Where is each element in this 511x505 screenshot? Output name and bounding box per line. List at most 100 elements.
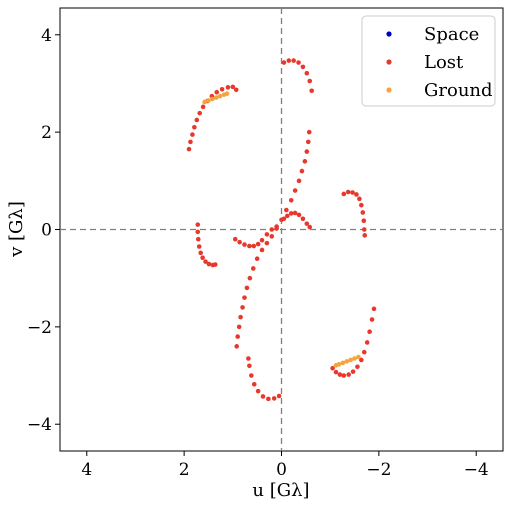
lost-point — [364, 340, 370, 345]
lost-point — [288, 211, 294, 216]
lost-point — [350, 369, 356, 374]
lost-point — [206, 261, 212, 267]
y-tick-label: −4 — [27, 415, 52, 435]
lost-point — [337, 372, 343, 377]
lost-point — [190, 132, 195, 137]
lost-point — [225, 85, 231, 90]
lost-point — [284, 207, 289, 213]
zero-lines — [60, 8, 503, 451]
lost-point — [242, 295, 247, 300]
lost-point — [196, 244, 202, 249]
lost-point — [276, 393, 282, 399]
lost-point — [230, 84, 236, 90]
x-axis-label: u [Gλ] — [252, 480, 309, 501]
lost-point — [271, 396, 277, 401]
lost-point — [346, 372, 351, 377]
lost-point — [304, 149, 310, 154]
legend-label-space: Space — [424, 24, 479, 45]
lost-point — [304, 221, 310, 226]
lost-point — [309, 88, 314, 94]
lost-point — [359, 202, 364, 208]
lost-point — [212, 262, 218, 267]
lost-point — [359, 357, 364, 363]
lost-point — [195, 222, 201, 227]
ground-point — [213, 95, 219, 100]
ground-point — [206, 98, 211, 103]
ground-point — [344, 359, 350, 364]
lost-point — [232, 236, 238, 242]
lost-point — [255, 388, 261, 394]
lost-point — [285, 213, 290, 219]
lost-point — [307, 224, 313, 230]
lost-point — [255, 241, 261, 247]
lost-point — [300, 64, 306, 70]
lost-point — [361, 218, 367, 224]
lost-point — [269, 234, 275, 239]
x-tick-label: −4 — [464, 460, 489, 480]
series-ground — [202, 91, 361, 368]
legend-label-lost: Lost — [424, 52, 464, 73]
lost-point — [296, 212, 302, 218]
lost-point — [304, 70, 310, 76]
lost-point — [247, 243, 252, 249]
lost-point — [192, 124, 197, 130]
lost-point — [194, 117, 200, 123]
lost-point — [240, 305, 245, 310]
lost-point — [299, 168, 305, 174]
lost-point — [259, 247, 265, 253]
points-layer — [186, 58, 377, 402]
lost-point — [246, 356, 251, 361]
lost-point — [237, 239, 242, 245]
lost-point — [357, 196, 362, 202]
y-tick-label: 2 — [41, 123, 52, 143]
lost-point — [259, 237, 265, 243]
lost-point — [354, 192, 359, 197]
lost-point — [260, 394, 266, 399]
lost-point — [251, 243, 257, 249]
lost-point — [350, 190, 355, 195]
lost-point — [233, 87, 239, 93]
legend-marker-ground — [386, 87, 392, 93]
ground-point — [336, 362, 342, 367]
lost-point — [264, 232, 270, 237]
lost-point — [292, 210, 298, 216]
lost-point — [300, 216, 306, 222]
x-tick-label: 4 — [81, 460, 92, 480]
lost-point — [247, 363, 252, 369]
lost-point — [367, 329, 372, 335]
lost-point — [254, 256, 260, 262]
lost-point — [361, 227, 367, 232]
legend-label-ground: Ground — [424, 80, 493, 101]
lost-point — [330, 365, 335, 371]
lost-point — [264, 240, 270, 246]
ground-point — [217, 93, 223, 99]
lost-point — [200, 104, 206, 110]
lost-point — [266, 396, 271, 402]
lost-point — [333, 369, 339, 375]
lost-point — [195, 229, 201, 235]
ground-point — [210, 96, 215, 102]
lost-point — [361, 349, 367, 355]
lost-point — [292, 188, 298, 193]
lost-point — [251, 382, 257, 387]
lost-point — [307, 78, 313, 84]
lost-point — [306, 129, 312, 135]
lost-point — [198, 250, 203, 256]
y-tick-label: −2 — [27, 318, 52, 338]
legend-box — [361, 15, 496, 107]
lost-point — [371, 306, 377, 312]
lost-point — [345, 189, 351, 195]
lost-point — [269, 227, 275, 232]
x-tick-label: 0 — [276, 460, 287, 480]
lost-point — [234, 344, 240, 349]
lost-point — [219, 86, 225, 92]
lost-point — [235, 334, 240, 339]
legend: Space Lost Ground — [361, 15, 496, 107]
ground-point — [352, 356, 357, 361]
lost-point — [200, 255, 205, 261]
lost-point — [238, 314, 243, 320]
ground-point — [202, 99, 207, 105]
x-tick-label: 2 — [179, 460, 190, 480]
lost-point — [291, 58, 296, 63]
